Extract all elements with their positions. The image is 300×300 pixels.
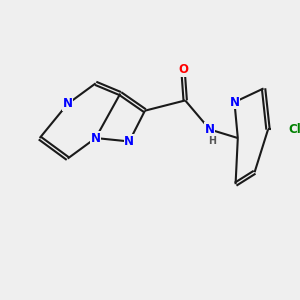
Text: O: O <box>178 63 188 76</box>
Text: Cl: Cl <box>289 123 300 136</box>
Text: N: N <box>63 97 73 110</box>
Text: H: H <box>208 136 217 146</box>
Text: N: N <box>230 96 239 109</box>
Text: N: N <box>205 123 215 136</box>
Text: N: N <box>124 135 134 148</box>
Text: N: N <box>91 131 101 145</box>
